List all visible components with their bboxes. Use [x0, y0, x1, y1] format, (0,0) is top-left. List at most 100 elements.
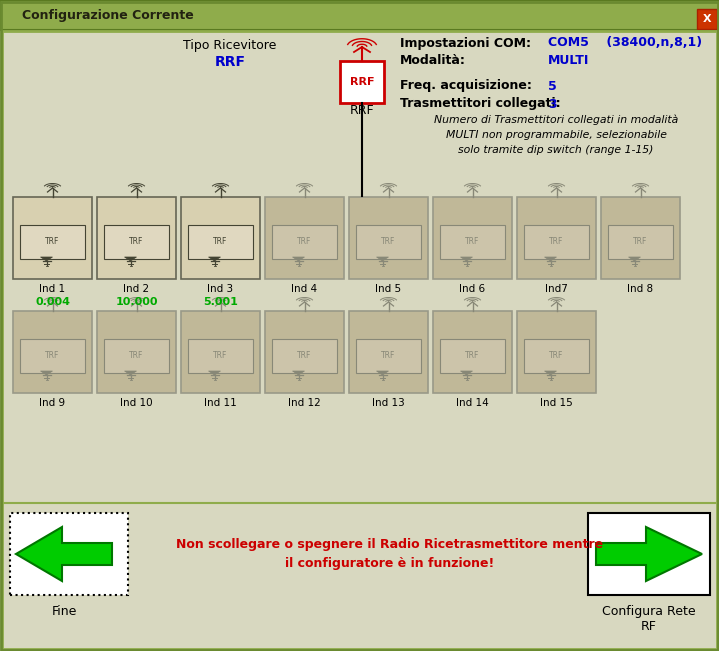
Bar — [440, 339, 505, 373]
Polygon shape — [209, 257, 221, 261]
Text: RRF: RRF — [349, 77, 375, 87]
Text: Numero di Trasmettitori collegati in modalità
MULTI non programmabile, seleziona: Numero di Trasmettitori collegati in mod… — [434, 115, 678, 155]
Text: Tipo Ricevitore: Tipo Ricevitore — [183, 40, 277, 53]
Bar — [181, 197, 260, 279]
Text: TRF: TRF — [129, 237, 144, 246]
Text: Trasmettitori collegati:: Trasmettitori collegati: — [400, 98, 561, 111]
Text: TRF: TRF — [45, 237, 60, 246]
Bar — [181, 311, 260, 393]
Polygon shape — [377, 371, 388, 375]
Text: TRF: TRF — [129, 352, 144, 360]
Text: Ind 3: Ind 3 — [208, 284, 234, 294]
Text: TRF: TRF — [465, 237, 480, 246]
Polygon shape — [377, 257, 388, 261]
Bar — [608, 225, 673, 259]
Text: Ind7: Ind7 — [545, 284, 568, 294]
Bar — [517, 197, 596, 279]
Bar — [588, 513, 710, 595]
Polygon shape — [124, 257, 137, 261]
Bar — [13, 197, 92, 279]
Bar — [265, 197, 344, 279]
Polygon shape — [40, 257, 52, 261]
Bar — [433, 311, 512, 393]
Text: TRF: TRF — [298, 237, 312, 246]
Text: TRF: TRF — [381, 237, 395, 246]
Text: X: X — [702, 14, 711, 24]
Text: TRF: TRF — [465, 352, 480, 360]
Text: Ind 12: Ind 12 — [288, 398, 321, 408]
Polygon shape — [209, 371, 221, 375]
Text: Ind 4: Ind 4 — [291, 284, 318, 294]
Polygon shape — [293, 371, 305, 375]
Text: Ind 10: Ind 10 — [120, 398, 153, 408]
Text: Fine: Fine — [51, 605, 77, 618]
Text: TRF: TRF — [298, 352, 312, 360]
Polygon shape — [596, 527, 702, 581]
Text: TRF: TRF — [381, 352, 395, 360]
Text: 10.000: 10.000 — [115, 297, 157, 307]
Text: Impostazioni COM:: Impostazioni COM: — [400, 36, 531, 49]
Text: Ind 1: Ind 1 — [40, 284, 65, 294]
Text: RRF: RRF — [349, 105, 375, 117]
Polygon shape — [460, 371, 472, 375]
Bar — [272, 339, 337, 373]
Bar — [97, 197, 176, 279]
Text: Configura Rete
RF: Configura Rete RF — [603, 605, 696, 633]
Polygon shape — [544, 371, 557, 375]
Text: TRF: TRF — [633, 237, 648, 246]
Text: Ind 5: Ind 5 — [375, 284, 402, 294]
Text: TRF: TRF — [214, 352, 228, 360]
Bar — [440, 225, 505, 259]
Text: COM5    (38400,n,8,1): COM5 (38400,n,8,1) — [548, 36, 702, 49]
Bar — [524, 339, 589, 373]
Polygon shape — [40, 371, 52, 375]
Text: 3: 3 — [548, 98, 557, 111]
Bar — [188, 339, 253, 373]
Bar — [524, 225, 589, 259]
Text: 0.004: 0.004 — [35, 297, 70, 307]
Text: 5: 5 — [548, 79, 557, 92]
Bar — [97, 311, 176, 393]
Text: Ind 11: Ind 11 — [204, 398, 237, 408]
Text: Ind 6: Ind 6 — [459, 284, 485, 294]
Bar — [104, 225, 169, 259]
Text: Non scollegare o spegnere il Radio Ricetrasmettitore mentre
il configuratore è i: Non scollegare o spegnere il Radio Ricet… — [176, 538, 603, 570]
Text: Ind 9: Ind 9 — [40, 398, 65, 408]
Text: 5.001: 5.001 — [203, 297, 238, 307]
Bar — [0, 0, 719, 30]
Bar — [272, 225, 337, 259]
Bar — [433, 197, 512, 279]
Text: TRF: TRF — [45, 352, 60, 360]
Polygon shape — [293, 257, 305, 261]
Text: TRF: TRF — [214, 237, 228, 246]
Bar — [697, 9, 717, 29]
Bar — [517, 311, 596, 393]
Text: Configurazione Corrente: Configurazione Corrente — [22, 8, 193, 21]
Bar — [340, 61, 384, 103]
Bar — [265, 311, 344, 393]
Bar — [601, 197, 680, 279]
Text: Ind 13: Ind 13 — [372, 398, 405, 408]
Text: RRF: RRF — [214, 55, 245, 69]
Bar — [20, 225, 85, 259]
Text: Modalità:: Modalità: — [400, 55, 466, 68]
Text: Ind 8: Ind 8 — [628, 284, 654, 294]
Text: TRF: TRF — [549, 352, 564, 360]
Bar — [349, 197, 428, 279]
Bar — [349, 311, 428, 393]
Bar — [13, 311, 92, 393]
Polygon shape — [460, 257, 472, 261]
Bar — [20, 339, 85, 373]
Bar — [188, 225, 253, 259]
Polygon shape — [544, 257, 557, 261]
Polygon shape — [628, 257, 641, 261]
Text: Ind 2: Ind 2 — [124, 284, 150, 294]
Text: Ind 14: Ind 14 — [456, 398, 489, 408]
Bar — [104, 339, 169, 373]
Text: Ind 15: Ind 15 — [540, 398, 573, 408]
Text: MULTI: MULTI — [548, 55, 590, 68]
Polygon shape — [124, 371, 137, 375]
Bar — [10, 513, 128, 595]
Text: TRF: TRF — [549, 237, 564, 246]
Polygon shape — [16, 527, 112, 581]
